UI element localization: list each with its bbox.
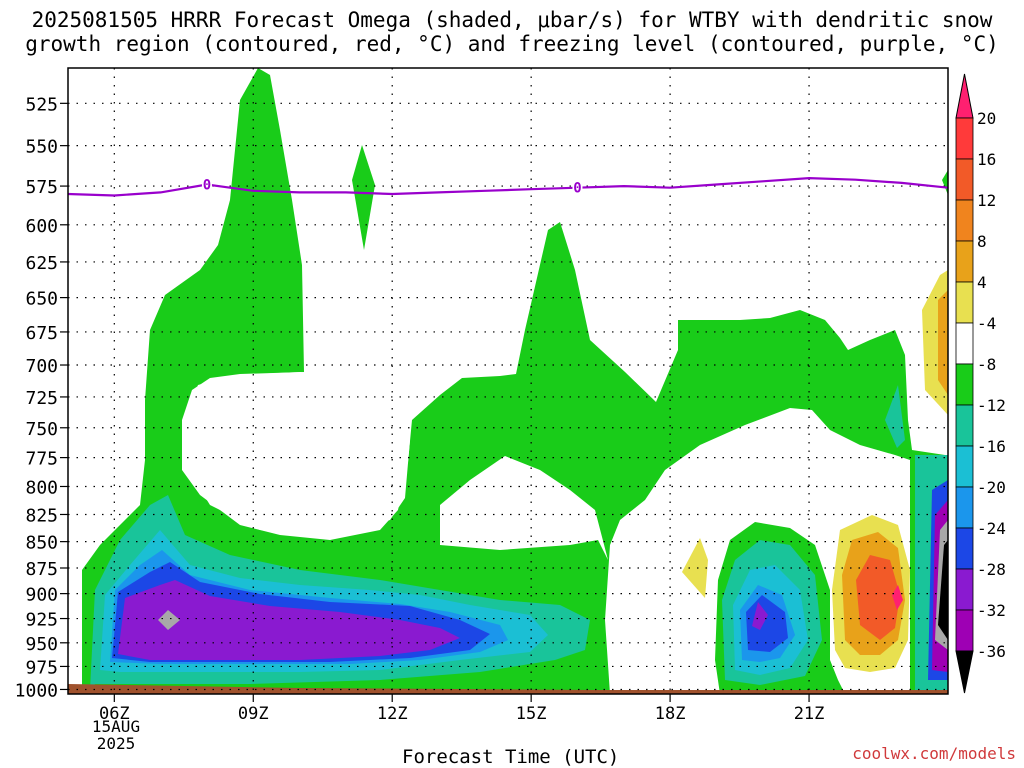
contour-label-bg [201,176,212,191]
colorbar-tick-label: 8 [977,232,987,251]
x-axis-title: Forecast Time (UTC) [402,746,620,768]
omega-region-neg12-small [885,385,905,448]
colorbar-tick-label: -36 [977,642,1006,661]
colorbar: 20 16 12 8 4 -4 -8 -12 -16 -20 -24 -28 -32 -36 [955,73,1006,694]
freezing-level-label: 0 [573,181,581,197]
y-tick-label: 900 [25,585,58,606]
omega-region-neg32 [158,610,180,630]
omega-region-calm-1 [184,372,410,535]
colorbar-tick-label: -24 [977,519,1006,538]
freezing-level-label: 0 [203,177,211,193]
colorbar-segment [955,281,974,324]
colorbar-tick-label: 4 [977,273,987,292]
x-tick-label: 21Z [794,704,825,724]
y-tick-label: 1000 [15,680,58,701]
chart-title-line-1: 2025081505 HRRR Forecast Omega (shaded, … [31,8,993,32]
colorbar-tick-label: -8 [977,355,996,374]
y-tick-label: 950 [25,634,58,655]
omega-region-right-edge-575 [942,170,948,195]
omega-region-right-edge-calm [912,420,945,452]
colorbar-segment [955,240,974,283]
x-tick-label: 06Z [99,704,130,724]
omega-region-right-edge-pos12 [938,290,948,395]
y-tick-label: 625 [25,253,58,274]
omega-region-neg28 [118,580,460,660]
y-tick-label: 975 [25,657,58,678]
chart-title-line-2: growth region (contoured, red, °C) and f… [25,32,999,56]
colorbar-tick-label: 16 [977,150,996,169]
y-tick-label: 875 [25,559,58,580]
credit-link[interactable]: coolwx.com/models [852,744,1016,763]
y-tick-label: 650 [25,289,58,310]
freezing-level-line [68,176,948,197]
y-axis: 525 550 575 600 625 650 675 700 725 750 775 800 825 8… [15,94,68,701]
y-tick-label: 525 [25,94,58,115]
y-tick-label: 675 [25,323,58,344]
colorbar-segment [955,486,974,529]
omega-region-neg8-sliver [352,145,375,250]
colorbar-segment [955,363,974,406]
omega-shading [82,68,948,694]
y-tick-label: 600 [25,216,58,237]
y-tick-label: 700 [25,356,58,377]
omega-region-right-edge-neg36 [938,540,948,640]
colorbar-segment [955,199,974,242]
x-tick-label: 18Z [655,704,686,724]
colorbar-tick-label: -28 [977,560,1006,579]
y-tick-label: 775 [25,449,58,470]
date-label-day: 15AUG [91,717,141,736]
colorbar-segment [955,609,974,652]
colorbar-tick-label: -12 [977,396,1006,415]
colorbar-tick-label: -32 [977,601,1006,620]
x-tick-label: 12Z [377,704,408,724]
date-label-year: 2025 [96,734,136,753]
colorbar-tick-label: 12 [977,191,996,210]
colorbar-segment [955,445,974,488]
colorbar-segment [955,322,974,365]
colorbar-tick-label: -4 [977,314,996,333]
y-tick-label: 725 [25,388,58,409]
colorbar-segment [955,568,974,611]
y-tick-label: 825 [25,505,58,526]
colorbar-segment [955,117,974,160]
colorbar-segment [955,158,974,201]
x-axis: 06Z 09Z 12Z 15Z 18Z 21Z [99,694,824,724]
x-tick-label: 15Z [516,704,547,724]
colorbar-segment [955,527,974,570]
omega-region-pos20 [892,585,903,610]
contour-label-bg [572,179,583,194]
y-tick-label: 550 [25,137,58,158]
colorbar-top-arrow [955,73,974,119]
terrain-surface [68,684,948,694]
omega-region-east-neg28 [752,602,768,630]
colorbar-tick-label: -16 [977,437,1006,456]
omega-region-calm-2 [440,456,608,560]
colorbar-tick-label: -20 [977,478,1006,497]
y-tick-label: 925 [25,610,58,631]
y-tick-label: 575 [25,177,58,198]
colorbar-segment [955,404,974,447]
omega-region-pos8-west [682,538,708,598]
colorbar-tick-label: 20 [977,109,996,128]
y-tick-label: 800 [25,477,58,498]
y-tick-label: 750 [25,419,58,440]
colorbar-bottom-arrow [955,650,974,694]
plot-frame [67,67,949,695]
x-tick-label: 09Z [238,704,269,724]
y-tick-label: 850 [25,533,58,554]
